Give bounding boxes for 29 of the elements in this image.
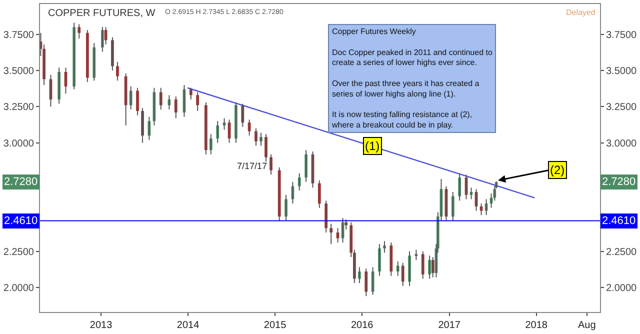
x-tick-label: 2018	[525, 320, 548, 331]
x-tick-label: 2015	[264, 320, 287, 331]
y-tick-label: 2.2500	[3, 246, 34, 258]
x-tick-label: 2013	[90, 320, 113, 331]
chart-title: COPPER FUTURES, W	[48, 8, 156, 19]
y-tick-label: 3.0000	[3, 138, 34, 150]
x-tick-label: 2017	[438, 320, 461, 331]
y2-tick-label: 3.2500	[606, 102, 638, 114]
annotation: 2.7280	[4, 176, 38, 188]
annotation: Delayed	[566, 8, 596, 17]
y2-tick-label: 2.0000	[606, 282, 638, 294]
x-tick-label: 2016	[350, 320, 374, 331]
y2-tick-label: 3.0000	[606, 138, 638, 150]
annotation: 7/17/17	[237, 161, 268, 171]
x-tick-label: Aug	[578, 320, 596, 331]
text: 2.7280	[602, 176, 636, 188]
ref-line-label: 2.4610	[602, 215, 636, 227]
annotation: (1)	[365, 139, 380, 153]
text: Copper Futures Weekly Doc Copper peaked in 2011 and continued to create a series of lower highs ever since. Over the past three years it has created a series of lower highs along line (1). It is now testing falling resistance at (2), where a breakout could be in play.	[332, 27, 492, 130]
y-tick-label: 3.7500	[3, 30, 34, 41]
y2-tick-label: 3.5000	[606, 66, 638, 78]
text: 2.4610	[4, 215, 38, 227]
y2-tick-label: 2.2500	[606, 246, 638, 258]
annotation: (2)	[550, 163, 565, 177]
y-tick-label: 2.0000	[3, 282, 34, 294]
x-tick-label: 2014	[176, 320, 200, 331]
y-tick-label: 3.5000	[3, 66, 34, 78]
y-tick-label: 3.2500	[3, 102, 34, 114]
y2-tick-label: 3.7500	[606, 30, 638, 41]
